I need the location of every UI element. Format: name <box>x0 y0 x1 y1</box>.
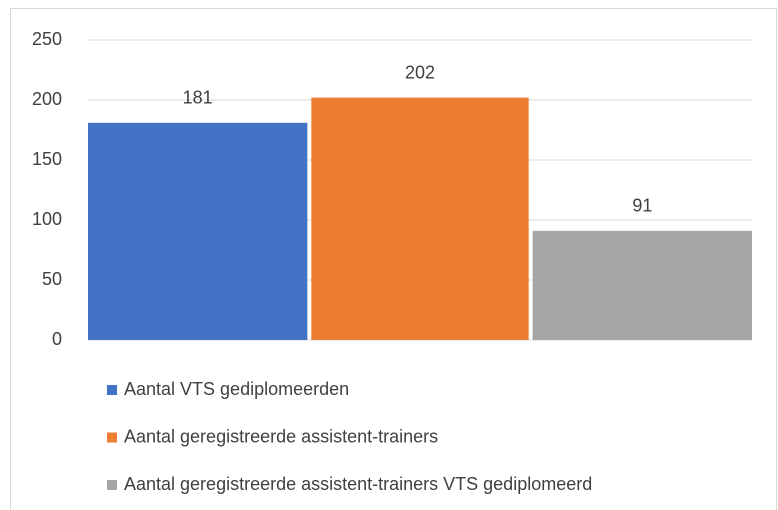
y-tick-label: 200 <box>32 89 62 109</box>
y-tick-label: 100 <box>32 209 62 229</box>
y-tick-label: 250 <box>32 29 62 49</box>
bar <box>88 122 308 340</box>
bar <box>311 97 529 340</box>
data-label: 181 <box>183 88 213 108</box>
legend-swatch <box>107 432 117 443</box>
data-label: 202 <box>405 62 435 82</box>
legend-swatch <box>107 480 117 490</box>
legend-label: Aantal VTS gediplomeerden <box>124 379 349 399</box>
legend-swatch <box>107 385 117 395</box>
y-tick-label: 50 <box>42 269 62 289</box>
legend-label: Aantal geregistreerde assistent-trainers… <box>124 474 592 494</box>
legend-label: Aantal geregistreerde assistent-trainers <box>124 426 438 446</box>
y-tick-label: 0 <box>52 329 62 349</box>
bar <box>532 230 752 340</box>
data-label: 91 <box>632 196 652 216</box>
y-tick-label: 150 <box>32 149 62 169</box>
